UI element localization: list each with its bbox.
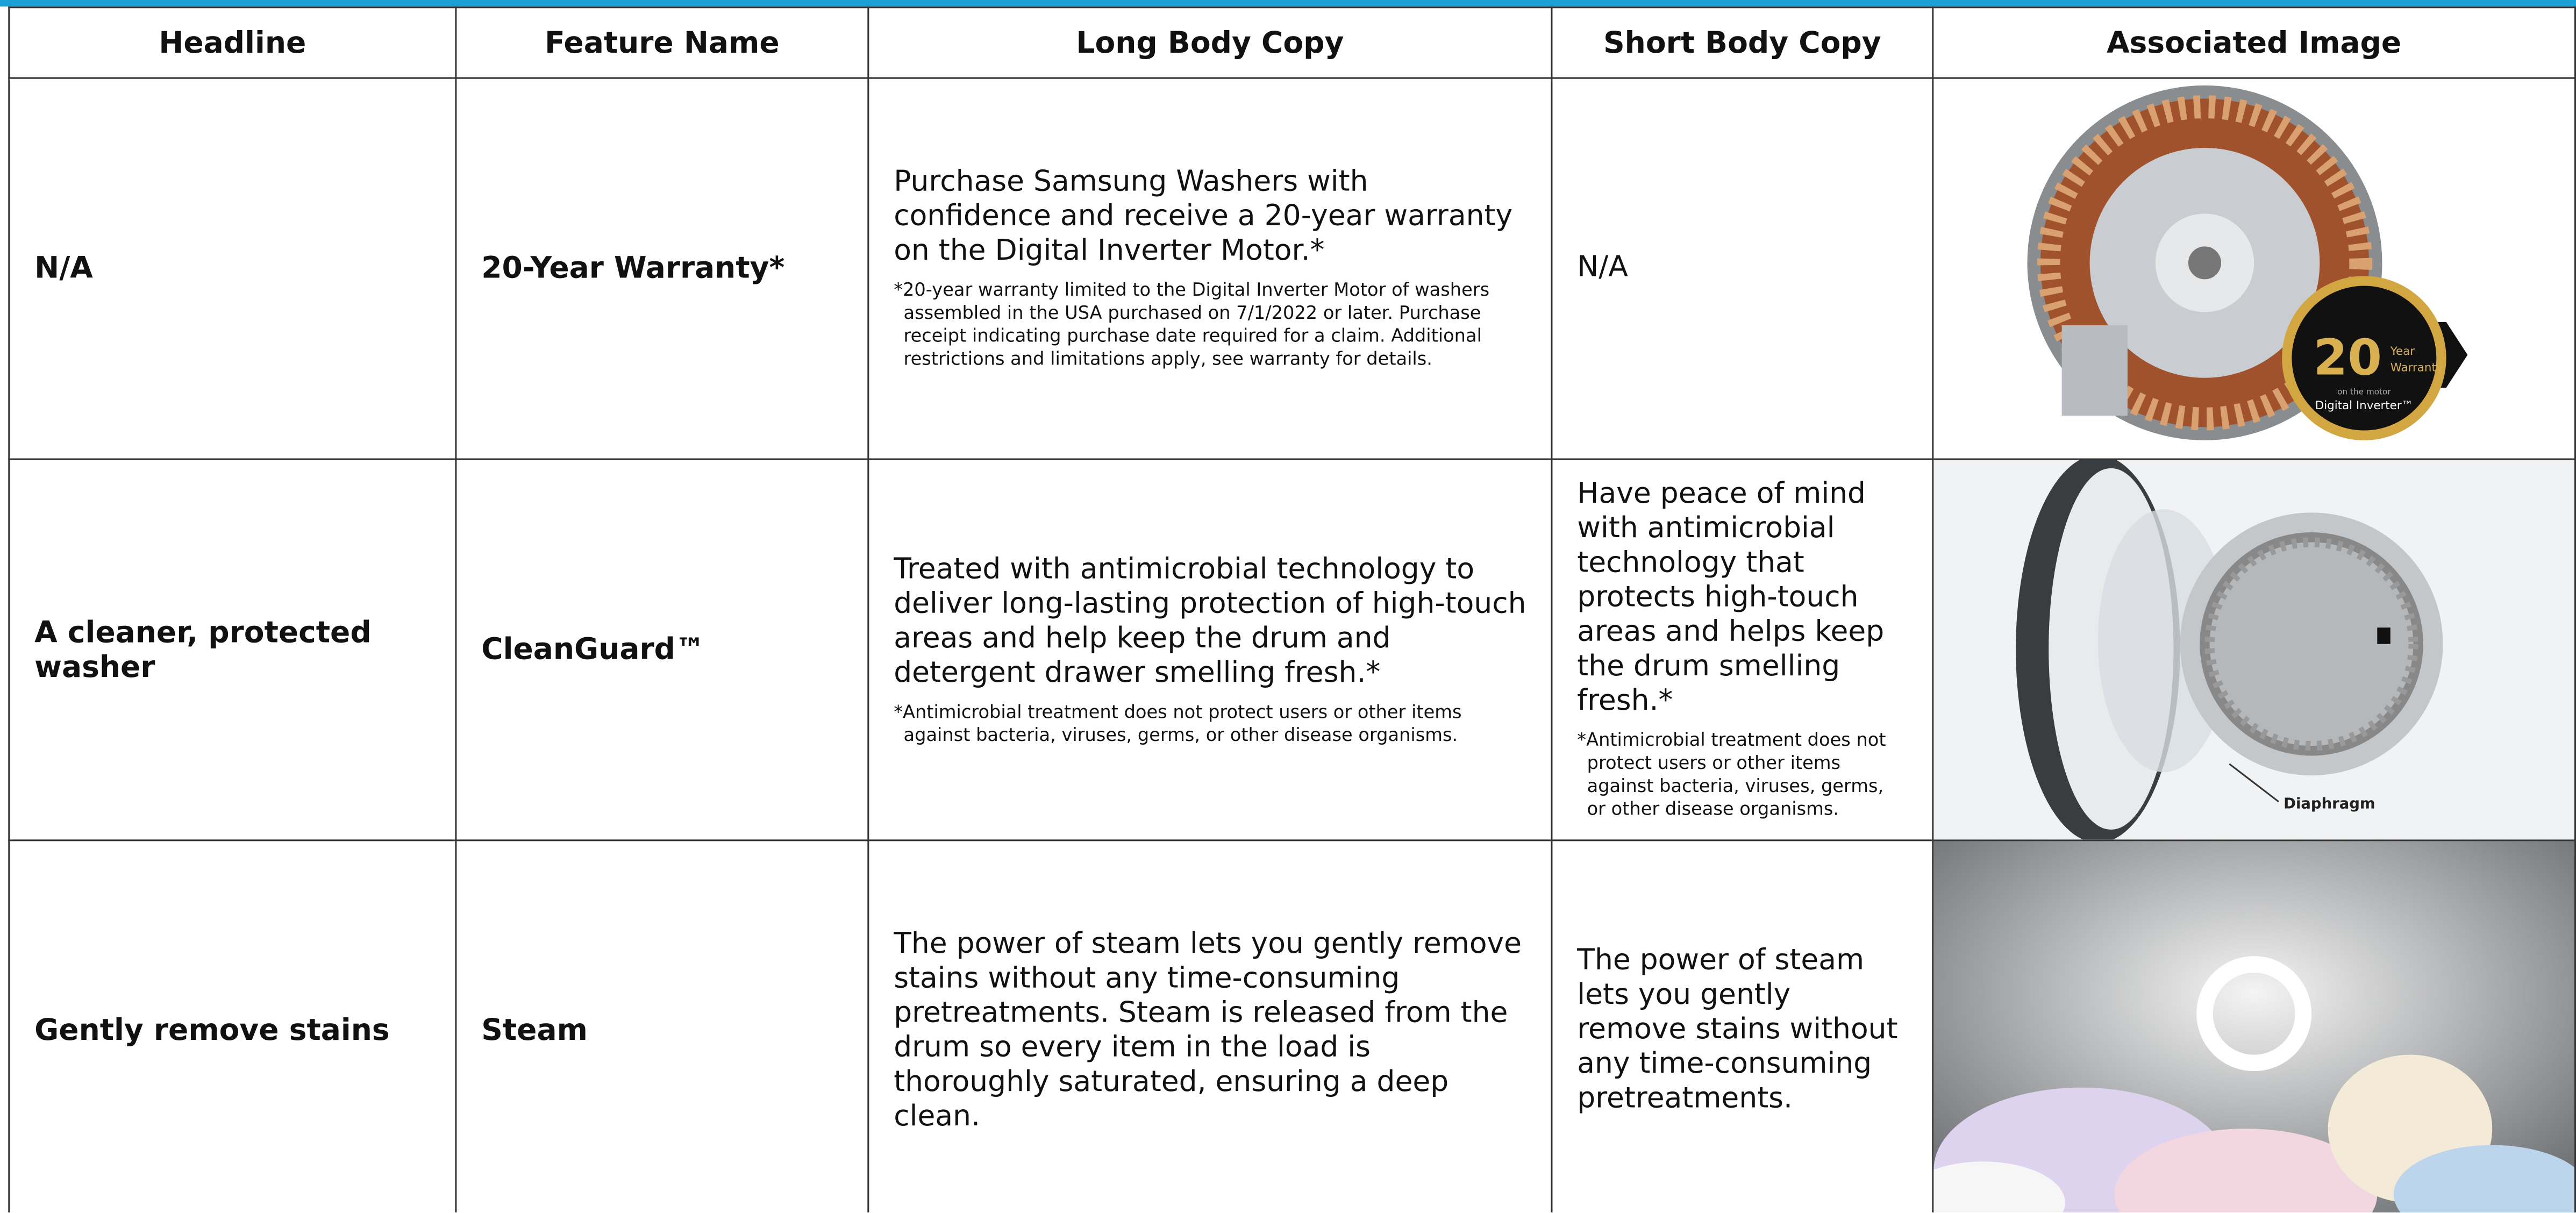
image-cell [1932, 839, 2576, 1212]
row: A cleaner, protected washer CleanGuard™ … [8, 458, 2576, 841]
column-header: Feature Name [455, 6, 869, 79]
long-cell: Treated with antimicrobial technology to… [867, 458, 1553, 841]
image-label: Diaphragm [2284, 795, 2375, 812]
top-bar [0, 0, 2576, 7]
long-body: Treated with antimicrobial technology to… [894, 553, 1526, 689]
long-body: Purchase Samsung Washers with confidence… [894, 166, 1513, 268]
long-body: The power of steam lets you gently remov… [867, 839, 1553, 1212]
short-cell: Have peace of mind with antimicrobial te… [1551, 458, 1934, 841]
column-header: Long Body Copy [867, 6, 1553, 79]
washer-image: Diaphragm [1934, 461, 2574, 839]
long-cell: Purchase Samsung Washers with confidence… [867, 77, 1553, 460]
headline: Gently remove stains [8, 839, 457, 1212]
motor-image: 20 Year Warranty on the motor Digital In… [2027, 85, 2468, 440]
long-note: *20-year warranty limited to the Digital… [894, 279, 1490, 370]
feature-table: Headline Feature Name Long Body Copy Sho… [8, 6, 2576, 1212]
badge-brand: Digital Inverter™ [2315, 399, 2413, 412]
badge-warranty: Warranty [2391, 361, 2443, 375]
column-header: Short Body Copy [1551, 6, 1934, 79]
badge-year: Year [2390, 345, 2415, 358]
badge-number: 20 [2314, 329, 2382, 387]
feature: 20-Year Warranty* [455, 77, 869, 460]
headline: A cleaner, protected washer [8, 458, 457, 841]
headline: N/A [8, 77, 457, 460]
badge-motor: on the motor [2337, 387, 2391, 396]
column-header: Headline [8, 6, 457, 79]
short-body: The power of steam lets you gently remov… [1551, 839, 1934, 1212]
image-cell: 20 Year Warranty on the motor Digital In… [1932, 77, 2576, 460]
header-row: Headline Feature Name Long Body Copy Sho… [8, 6, 2576, 79]
row: Gently remove stains Steam The power of … [8, 839, 2576, 1212]
long-note: *Antimicrobial treatment does not protec… [894, 701, 1462, 745]
feature: CleanGuard™ [455, 458, 869, 841]
steam-image [1934, 841, 2574, 1212]
short-body: Have peace of mind with antimicrobial te… [1577, 478, 1885, 718]
column-header: Associated Image [1932, 6, 2576, 79]
short-body: N/A [1551, 77, 1934, 460]
feature: Steam [455, 839, 869, 1212]
row: N/A 20-Year Warranty* Purchase Samsung W… [8, 77, 2576, 460]
image-cell: Diaphragm [1932, 458, 2576, 841]
short-note: *Antimicrobial treatment does not protec… [1577, 729, 1886, 820]
